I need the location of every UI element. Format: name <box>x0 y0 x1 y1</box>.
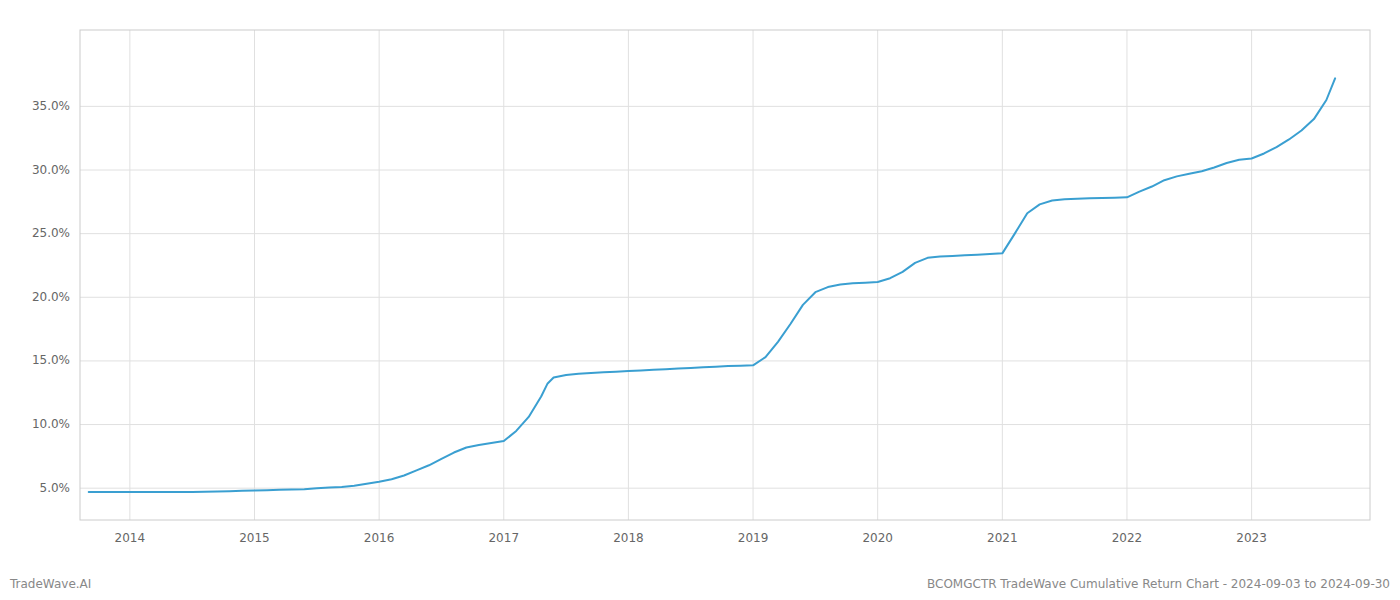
y-grid-line <box>80 170 1370 171</box>
x-tick-label: 2018 <box>613 531 644 545</box>
x-tick-label: 2016 <box>364 531 395 545</box>
x-grid-line <box>877 30 878 520</box>
x-tick-label: 2022 <box>1112 531 1143 545</box>
x-tick-label: 2019 <box>738 531 769 545</box>
title: BCOMGCTR TradeWave Cumulative Return Cha… <box>927 577 1390 591</box>
plot-frame <box>80 30 1370 520</box>
x-tick-label: 2023 <box>1236 531 1267 545</box>
footer: TradeWave.AI BCOMGCTR TradeWave Cumulativ… <box>9 577 1390 591</box>
y-tick-label: 20.0% <box>32 290 70 304</box>
x-grid-line <box>379 30 380 520</box>
y-grid-line <box>80 424 1370 425</box>
x-grid-line <box>129 30 130 520</box>
x-grid-line <box>1126 30 1127 520</box>
axes: 5.0% 10.0% 15.0% 20.0% 25.0% 30.0% 35.0% 2014 20… <box>32 30 1370 545</box>
chart: 5.0% 10.0% 15.0% 20.0% 25.0% 30.0% 35.0% 2014 20… <box>0 0 1400 600</box>
y-tick-label: 25.0% <box>32 226 70 240</box>
y-grid-line <box>80 488 1370 489</box>
x-tick-label: 2014 <box>115 531 146 545</box>
x-tick-label: 2020 <box>862 531 893 545</box>
y-tick-label: 5.0% <box>40 481 71 495</box>
y-tick-label: 15.0% <box>32 353 70 367</box>
plot-area <box>89 78 1335 492</box>
y-grid-line <box>80 106 1370 107</box>
x-tick-label: 2015 <box>239 531 270 545</box>
data-line <box>89 78 1335 492</box>
watermark: TradeWave.AI <box>9 577 91 591</box>
y-tick-label: 35.0% <box>32 99 70 113</box>
x-grid-line <box>1002 30 1003 520</box>
y-tick-label: 30.0% <box>32 163 70 177</box>
x-tick-label: 2017 <box>488 531 519 545</box>
y-grid-line <box>80 360 1370 361</box>
y-grid-line <box>80 297 1370 298</box>
x-tick-label: 2021 <box>987 531 1018 545</box>
x-grid-line <box>628 30 629 520</box>
x-grid-line <box>254 30 255 520</box>
x-grid-line <box>1251 30 1252 520</box>
x-grid-line <box>503 30 504 520</box>
grid <box>80 30 1370 520</box>
y-grid-line <box>80 233 1370 234</box>
y-tick-label: 10.0% <box>32 417 70 431</box>
x-grid-line <box>753 30 754 520</box>
